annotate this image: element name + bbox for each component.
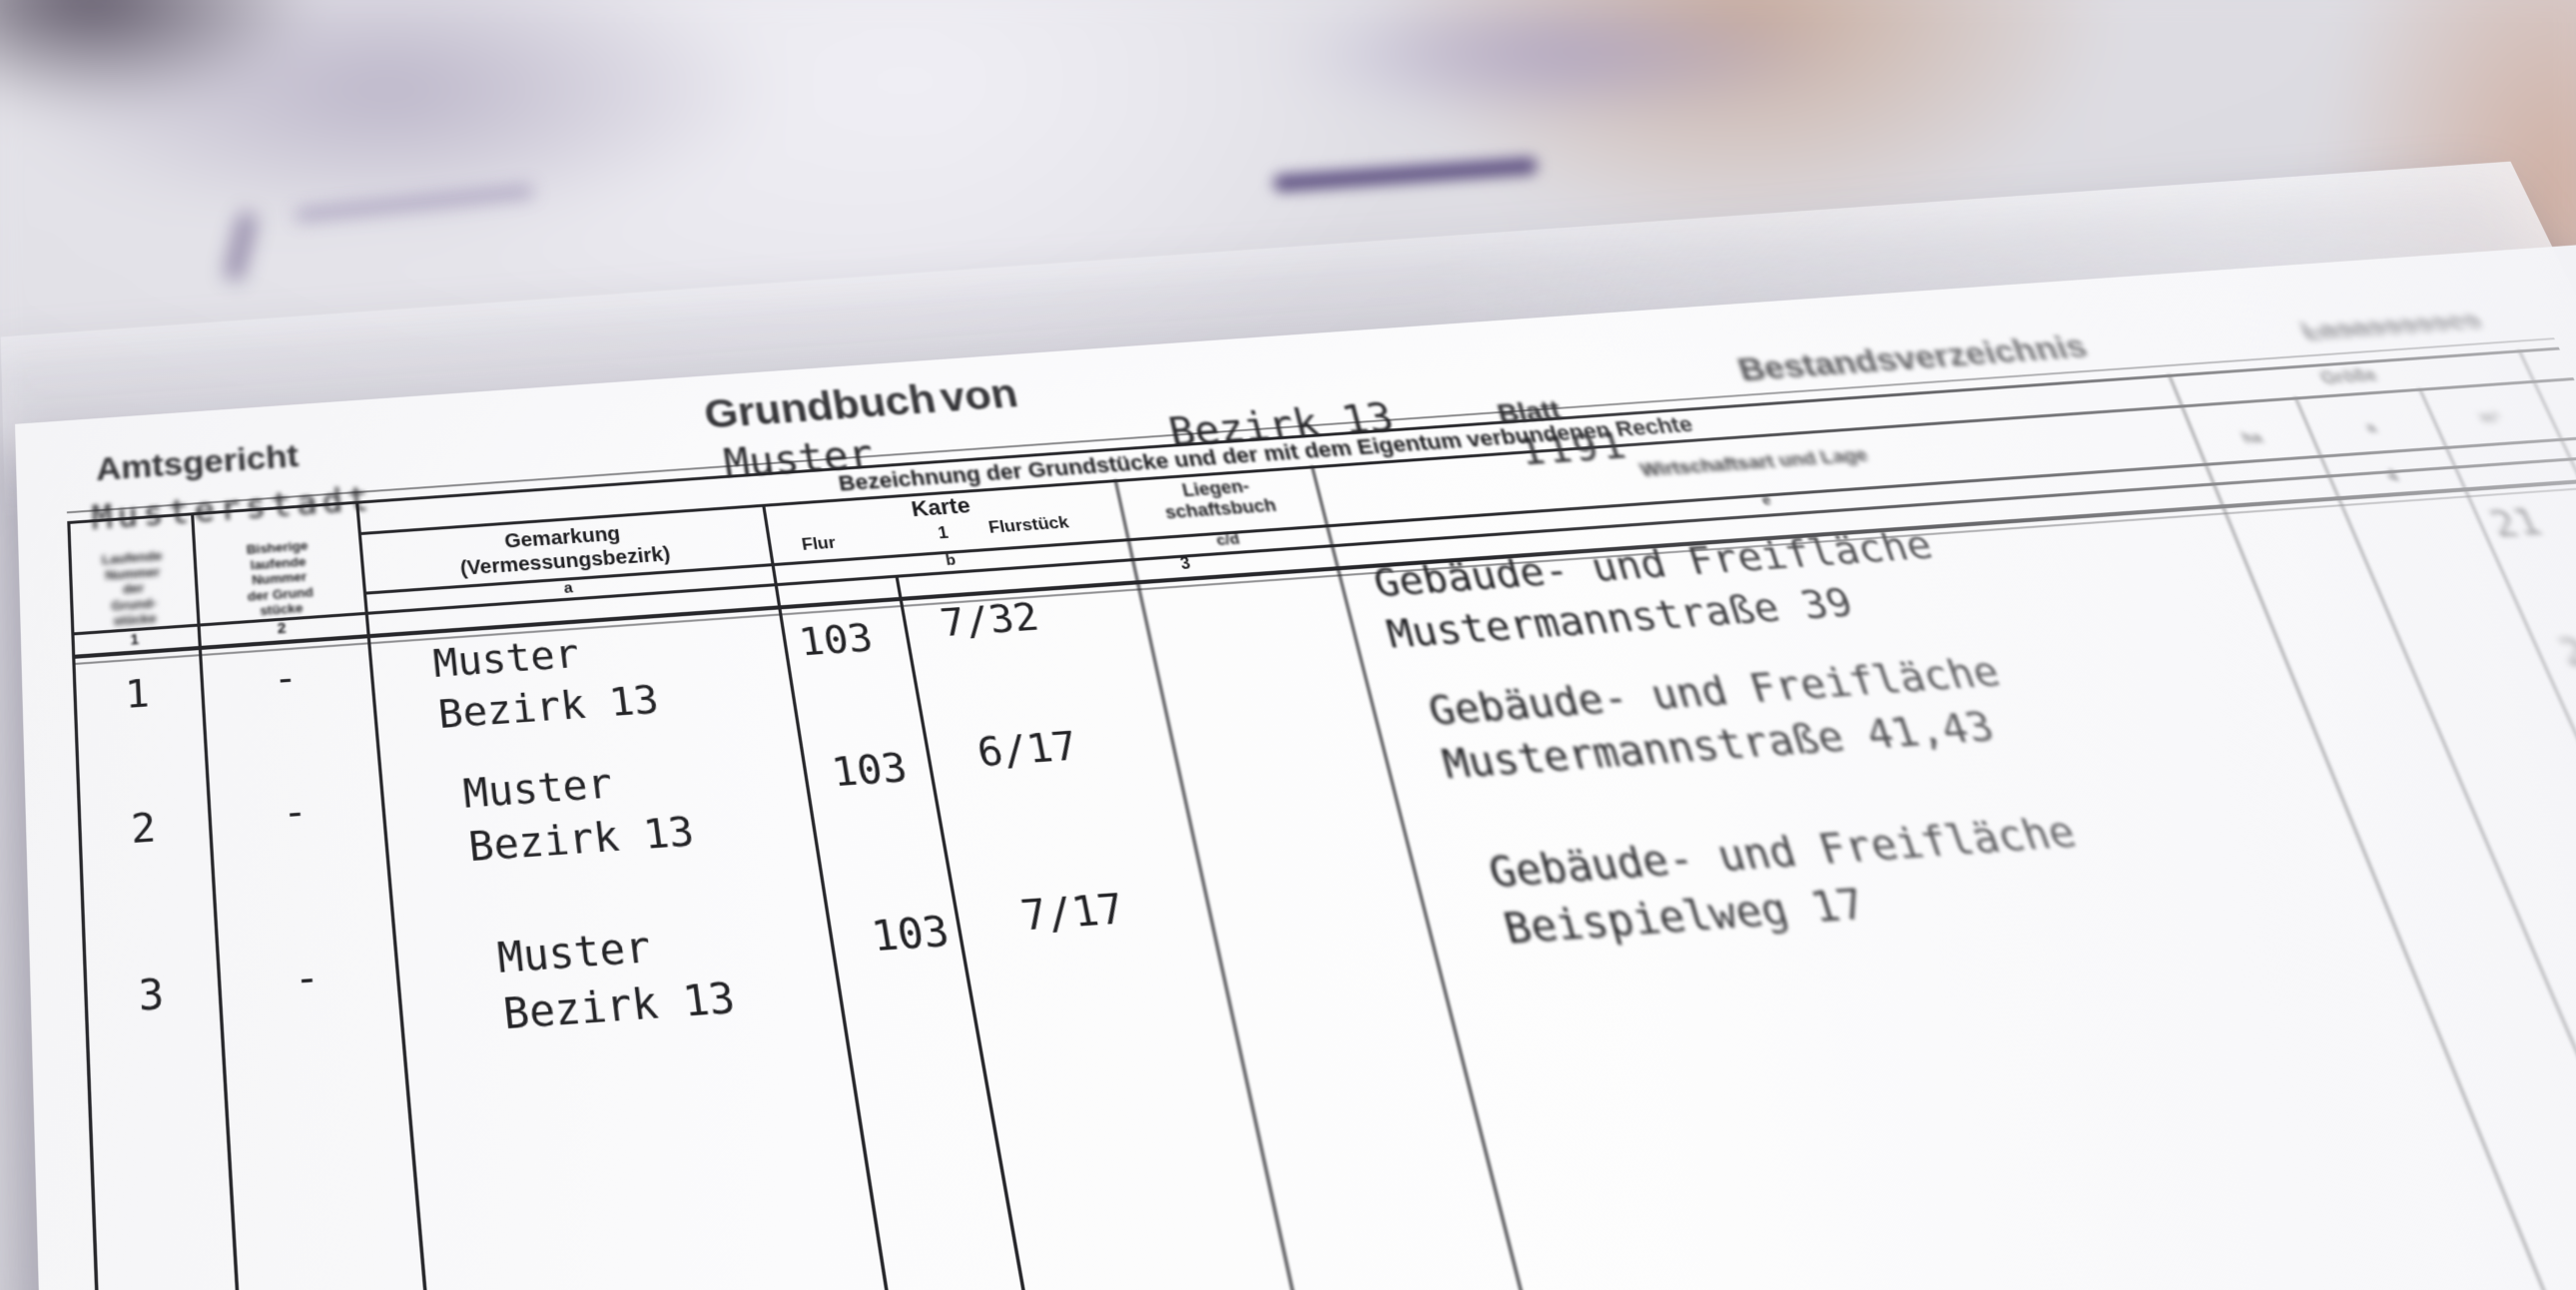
row-flurstueck: 6/17 [972, 722, 1082, 776]
row-flur: 103 [828, 743, 912, 796]
paper-surface [15, 244, 2576, 1290]
row-flur: 103 [796, 614, 877, 665]
column-header-flur: Flur [800, 532, 838, 554]
row-serial-number: 3 [137, 968, 166, 1021]
row-gemarkung: Muster Bezirk 13 [460, 759, 697, 872]
row-gemarkung: Muster Bezirk 13 [430, 630, 662, 738]
row-serial-number: 2 [130, 803, 158, 853]
row-flur: 103 [868, 906, 954, 962]
column-header-serial-number: Laufende Nummer der Grund- stücke [101, 547, 163, 629]
row-flurstueck: 7/17 [1016, 883, 1129, 941]
row-serial-number: 1 [124, 670, 151, 718]
row-flurstueck: 7/32 [937, 593, 1042, 646]
row-gemarkung: Muster Bezirk 13 [494, 922, 739, 1040]
column-header-previous-number: Bisherige laufende Nummer der Grund stüc… [246, 537, 315, 619]
grundbuch-sheet: Amtsgericht Musterstadt Grundbuch von Mu… [0, 161, 2576, 1290]
